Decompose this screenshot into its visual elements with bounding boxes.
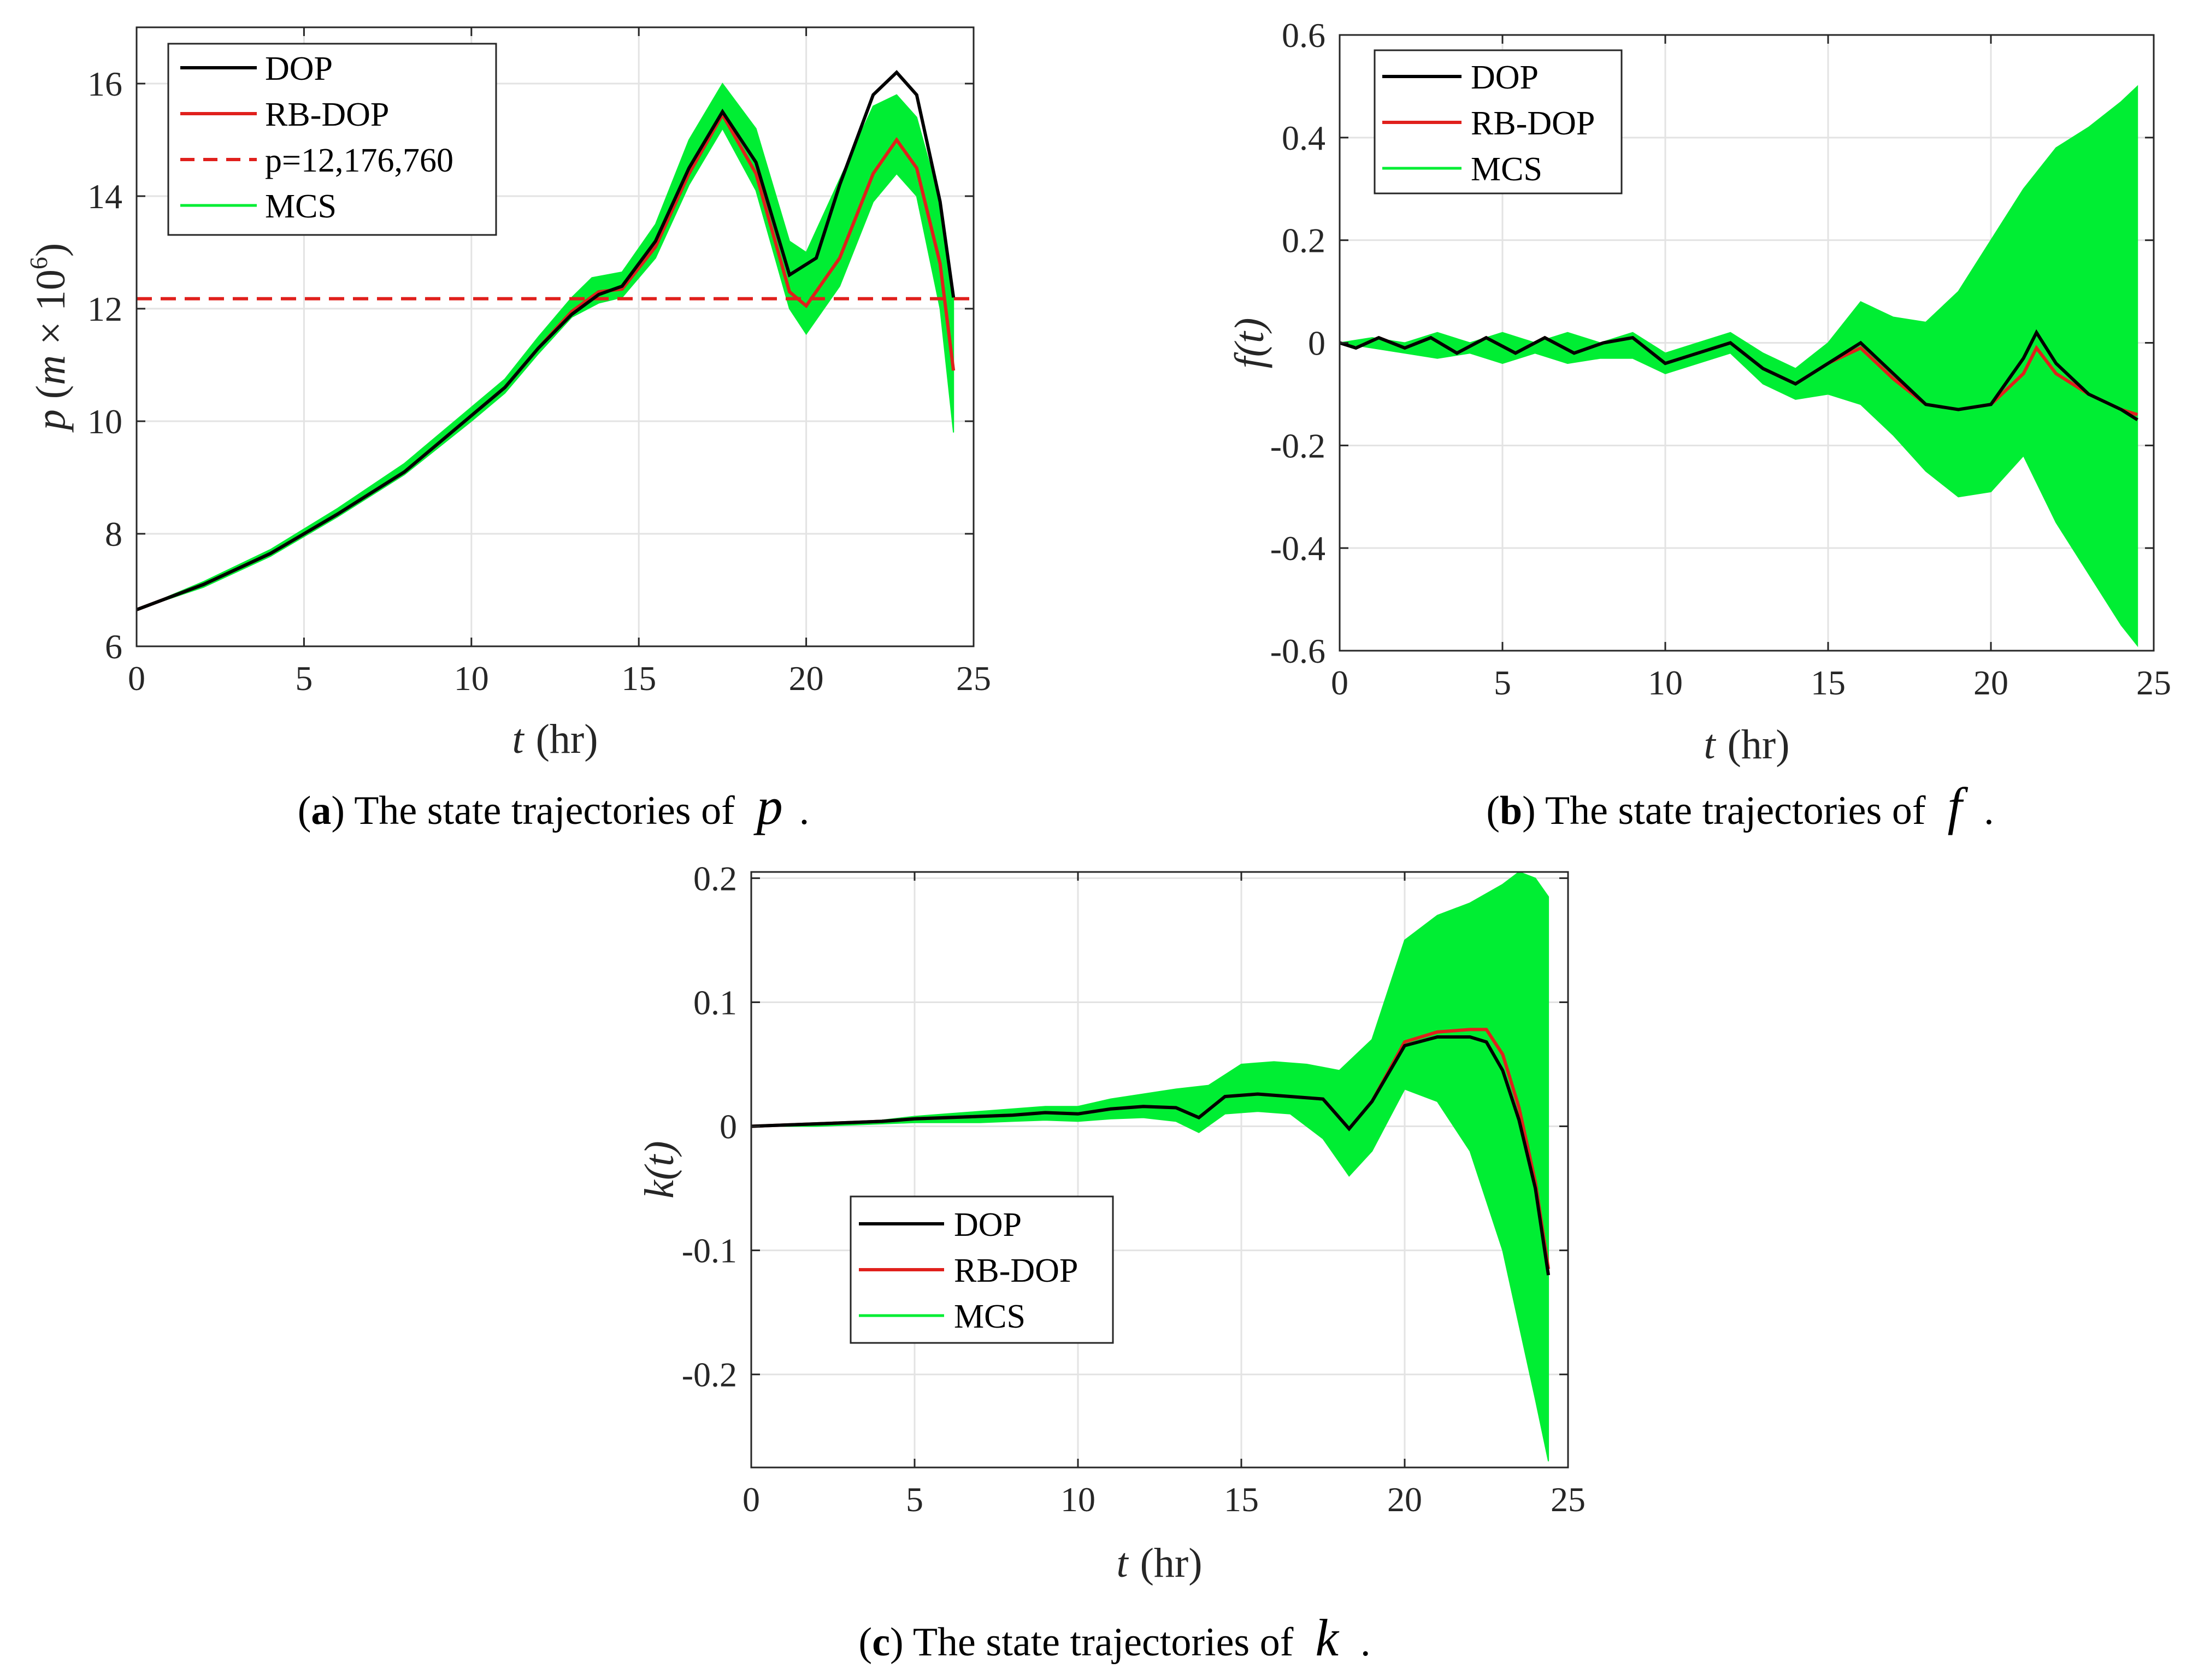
- xlabel-a: t (hr): [512, 716, 598, 762]
- mcs-band-b: [1340, 85, 2138, 647]
- tick-label-x: 0: [742, 1480, 760, 1519]
- caption-b: (b) The state trajectories of f.: [1486, 777, 1994, 835]
- legend-label-mcs-a: MCS: [265, 188, 337, 225]
- tick-label-y: 6: [105, 627, 122, 666]
- tick-label-y: -0.1: [682, 1231, 737, 1270]
- legend-label-rbdop-b: RB-DOP: [1471, 105, 1595, 142]
- tick-label-x: 25: [956, 659, 991, 698]
- tick-label-x: 5: [1494, 663, 1511, 702]
- tick-label-x: 15: [1224, 1480, 1259, 1519]
- legend-label-dop-a: DOP: [265, 50, 333, 87]
- tick-label-x: 20: [1973, 663, 2008, 702]
- xlabel-c: t (hr): [1116, 1540, 1202, 1586]
- tick-label-y: 0.2: [693, 859, 737, 898]
- legend-label-rbdop-c: RB-DOP: [954, 1252, 1078, 1289]
- tick-label-x: 20: [789, 659, 824, 698]
- tick-label-x: 0: [128, 659, 145, 698]
- caption-c: (c) The state trajectories of k.: [859, 1608, 1371, 1667]
- tick-label-x: 5: [295, 659, 313, 698]
- tick-label-y: 12: [87, 290, 122, 328]
- legend-label-ref-a: p=12,176,760: [265, 142, 453, 179]
- tick-label-x: 20: [1387, 1480, 1422, 1519]
- panel-b: 0 5 10 15 20 25 -0.6 -0.4 -0.2 0 0.2 0.4 0.6 f(t) t(…: [1227, 16, 2171, 835]
- dop-line-b: [1340, 329, 2138, 421]
- legend-b: DOP RB-DOP MCS: [1374, 49, 1623, 194]
- axes-box-a: [135, 26, 975, 647]
- axes-box-c: [750, 871, 1569, 1469]
- tick-label-x: 15: [621, 659, 656, 698]
- ticks-b: 0 5 10 15 20 25 -0.6 -0.4 -0.2 0 0.2 0.4 0.6: [1270, 16, 2171, 702]
- tick-label-x: 5: [906, 1480, 923, 1519]
- tick-label-x: 10: [1060, 1480, 1095, 1519]
- legend-c: DOP RB-DOP MCS: [850, 1195, 1114, 1344]
- legend-label-rbdop-a: RB-DOP: [265, 96, 389, 133]
- tick-label-x: 25: [2136, 663, 2171, 702]
- tick-label-y: 10: [87, 402, 122, 441]
- tick-label-y: -0.2: [1270, 426, 1325, 465]
- ticks-c: 0 5 10 15 20 25 -0.2 -0.1 0 0.1 0.2: [682, 859, 1586, 1519]
- tick-label-x: 15: [1811, 663, 1846, 702]
- dop-line-c: [751, 1035, 1551, 1276]
- mcs-band-c: [751, 872, 1549, 1461]
- grid-c: [751, 872, 1568, 1467]
- tick-label-y: 14: [87, 177, 122, 216]
- tick-label-y: 0.4: [1282, 119, 1325, 157]
- legend-label-mcs-c: MCS: [954, 1298, 1026, 1335]
- ylabel-b: f(t): [1227, 318, 1272, 369]
- legend-label-mcs-b: MCS: [1471, 151, 1542, 188]
- tick-label-y: 0.6: [1282, 16, 1325, 55]
- tick-label-y: -0.6: [1270, 632, 1325, 670]
- legend-label-dop-b: DOP: [1471, 59, 1539, 96]
- legend-label-dop-c: DOP: [954, 1206, 1022, 1243]
- panel-c: 0 5 10 15 20 25 -0.2 -0.1 0 0.1 0.2 k(t) t (hr) DOP…: [637, 859, 1586, 1667]
- legend-a: DOP RB-DOP p=12,176,760 MCS: [167, 43, 497, 236]
- panel-a: 0 5 10 15 20 25 6 8 10 12 14 16 p (m × 106) t (hr) D…: [25, 26, 991, 835]
- tick-label-x: 0: [1331, 663, 1348, 702]
- tick-label-y: 16: [87, 64, 122, 103]
- ylabel-a: p (m × 106): [25, 243, 74, 433]
- tick-label-y: 0.1: [693, 983, 737, 1022]
- tick-label-y: -0.2: [682, 1355, 737, 1394]
- tick-label-y: 0: [1308, 324, 1325, 363]
- tick-label-x: 25: [1551, 1480, 1586, 1519]
- tick-label-y: 8: [105, 515, 122, 553]
- tick-label-x: 10: [1648, 663, 1683, 702]
- tick-label-y: -0.4: [1270, 529, 1325, 568]
- tick-label-y: 0.2: [1282, 221, 1325, 260]
- tick-label-x: 10: [454, 659, 489, 698]
- ticks-a: 0 5 10 15 20 25 6 8 10 12 14 16: [87, 27, 991, 698]
- xlabel-b: t (hr): [1704, 722, 1789, 768]
- caption-a: (a) The state trajectories of p.: [298, 777, 809, 835]
- tick-label-y: 0: [720, 1107, 737, 1146]
- dop-line-a: [137, 70, 956, 611]
- ylabel-c: k(t): [637, 1141, 682, 1198]
